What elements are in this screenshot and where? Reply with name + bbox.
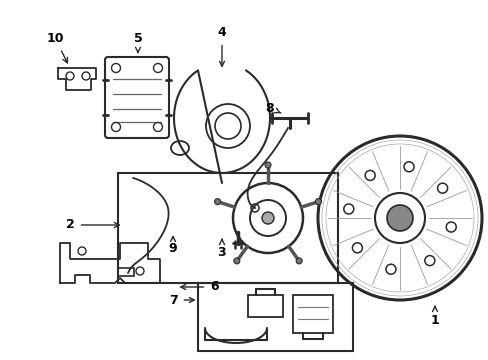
Circle shape bbox=[403, 162, 413, 172]
Text: 6: 6 bbox=[181, 280, 219, 293]
Text: 9: 9 bbox=[168, 237, 177, 255]
Circle shape bbox=[214, 199, 220, 204]
Circle shape bbox=[315, 199, 321, 204]
Text: 7: 7 bbox=[168, 293, 194, 306]
Circle shape bbox=[365, 170, 374, 180]
Text: 3: 3 bbox=[217, 239, 226, 260]
Circle shape bbox=[386, 205, 412, 231]
Circle shape bbox=[296, 258, 302, 264]
Bar bbox=[247, 295, 283, 317]
Text: 5: 5 bbox=[133, 31, 142, 52]
Circle shape bbox=[153, 122, 162, 131]
Bar bbox=[118, 173, 337, 283]
Circle shape bbox=[111, 63, 120, 72]
Bar bbox=[292, 295, 332, 333]
Circle shape bbox=[264, 162, 270, 168]
Text: 1: 1 bbox=[430, 306, 439, 327]
Circle shape bbox=[78, 247, 86, 255]
Text: 10: 10 bbox=[46, 31, 67, 63]
Circle shape bbox=[111, 122, 120, 131]
Circle shape bbox=[233, 258, 239, 264]
Circle shape bbox=[424, 256, 434, 266]
Bar bbox=[118, 268, 134, 276]
Circle shape bbox=[437, 183, 447, 193]
Text: 4: 4 bbox=[217, 26, 226, 66]
Circle shape bbox=[352, 243, 362, 253]
Circle shape bbox=[82, 72, 90, 80]
Circle shape bbox=[136, 267, 143, 275]
Bar bbox=[198, 283, 352, 351]
Circle shape bbox=[66, 72, 74, 80]
Text: 2: 2 bbox=[65, 219, 119, 231]
Circle shape bbox=[153, 63, 162, 72]
Circle shape bbox=[445, 222, 455, 232]
Circle shape bbox=[385, 264, 395, 274]
Circle shape bbox=[262, 212, 273, 224]
Text: 8: 8 bbox=[265, 102, 280, 114]
Circle shape bbox=[343, 204, 353, 214]
